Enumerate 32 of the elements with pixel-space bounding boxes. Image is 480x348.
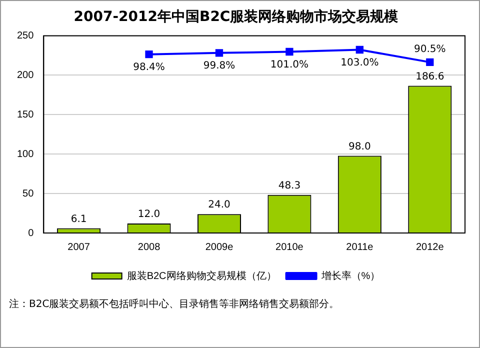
point [286,48,294,56]
legend-label: 服装B2C网络购物交易规模（亿） [126,270,276,282]
point [356,46,364,54]
data-label: 90.5% [414,44,446,55]
y-tick-label: 100 [16,148,34,160]
y-tick-label: 200 [16,70,34,81]
data-label: 12.0 [138,209,160,220]
y-tick-label: 0 [28,228,34,239]
y-tick-label: 50 [22,188,34,200]
x-tick-label: 2009e [205,242,234,253]
data-label: 98.0 [348,141,371,152]
x-tick-label: 2012e [416,242,444,253]
data-label: 48.3 [278,180,301,192]
data-label: 6.1 [70,214,87,225]
x-tick-label: 2007 [68,242,90,253]
point [145,50,153,58]
data-label: 99.8% [203,60,236,72]
text: 注：B2C服装交易额不包括呼叫中心、目录销售等非网络销售交易额部分。 [9,298,340,311]
y-tick-label: 250 [16,30,34,42]
data-label: 24.0 [208,200,230,211]
point [215,49,224,57]
data-label: 103.0% [340,57,379,68]
chart-title: 2007-2012年中国B2C服装网络购物市场交易规模 [74,8,400,26]
legend-label: 增长率（%） [320,270,380,282]
data-label: 101.0% [270,59,309,70]
x-tick-label: 2008 [138,242,161,253]
x-tick-label: 2011e [346,242,374,253]
y-tick-label: 150 [16,109,34,120]
point [426,58,434,66]
data-label: 186.6 [416,71,444,82]
x-tick-label: 2010e [276,242,304,253]
data-label: 98.4% [133,62,165,73]
